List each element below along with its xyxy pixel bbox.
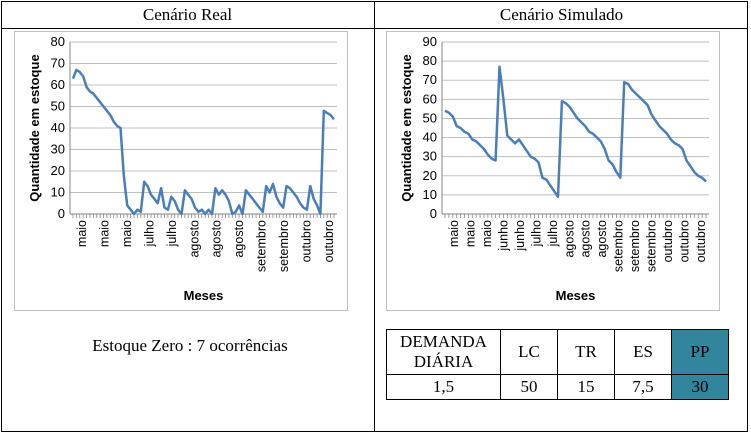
y-tick-label: 80: [423, 53, 437, 68]
series-line: [71, 68, 335, 216]
x-tick-label: outubro: [300, 220, 314, 262]
x-tick-label: julho: [529, 220, 543, 247]
value-es: 7,5: [614, 374, 672, 400]
x-tick-label: julho: [165, 220, 179, 247]
x-tick-label: setembro: [628, 220, 642, 272]
y-tick-label: 40: [51, 120, 65, 135]
x-axis-title: Meses: [556, 288, 596, 303]
y-tick-label: 60: [423, 91, 437, 106]
x-tick-label: agosto: [579, 220, 593, 258]
x-tick-label: outubro: [661, 220, 675, 262]
x-tick-label: julho: [546, 220, 560, 247]
left-title: Cenário Real: [142, 5, 233, 24]
x-tick-label: agosto: [210, 220, 224, 258]
x-tick-label: julho: [142, 220, 156, 247]
x-tick-label: junho: [496, 220, 510, 252]
y-tick-label: 70: [51, 56, 65, 71]
header-es: ES: [614, 329, 672, 375]
y-tick-label: 90: [423, 34, 437, 49]
x-tick-label: setembro: [612, 220, 626, 272]
y-tick-label: 60: [51, 77, 65, 92]
y-tick-label: 20: [423, 168, 437, 183]
column-divider: [374, 1, 375, 432]
x-tick-label: agosto: [595, 220, 609, 258]
x-tick-label: outubro: [322, 220, 336, 262]
x-tick-label: maio: [120, 220, 134, 247]
x-tick-label: outubro: [694, 220, 708, 262]
y-tick-label: 80: [51, 34, 65, 49]
x-tick-label: outubro: [678, 220, 692, 262]
x-tick-label: agosto: [232, 220, 246, 258]
y-tick-label: 50: [423, 110, 437, 125]
x-tick-label: agosto: [562, 220, 576, 258]
x-tick-label: maio: [463, 220, 477, 247]
x-tick-label: setembro: [277, 220, 291, 272]
y-tick-label: 20: [51, 163, 65, 178]
value-tr: 15: [557, 374, 615, 400]
parameters-header-row: DEMANDA DIÁRIA LC TR ES PP: [386, 329, 729, 375]
y-tick-label: 0: [58, 206, 65, 221]
x-axis-title: Meses: [184, 288, 224, 303]
y-tick-label: 10: [423, 187, 437, 202]
x-tick-label: maio: [480, 220, 494, 247]
x-tick-label: setembro: [255, 220, 269, 272]
series-line: [444, 65, 707, 199]
title-row-divider: [1, 28, 748, 29]
right-title: Cenário Simulado: [499, 5, 624, 24]
x-tick-label: setembro: [645, 220, 659, 272]
y-tick-label: 30: [423, 149, 437, 164]
x-tick-label: maio: [97, 220, 111, 247]
header-lc: LC: [500, 329, 558, 375]
y-tick-label: 50: [51, 99, 65, 114]
x-tick-label: agosto: [187, 220, 201, 258]
y-tick-label: 0: [430, 206, 437, 221]
x-tick-label: maio: [75, 220, 89, 247]
y-tick-label: 70: [423, 72, 437, 87]
parameters-value-row: 1,5 50 15 7,5 30: [386, 374, 729, 400]
y-tick-label: 40: [423, 130, 437, 145]
value-lc: 50: [500, 374, 558, 400]
x-tick-label: junho: [513, 220, 527, 252]
parameters-table: DEMANDA DIÁRIA LC TR ES PP 1,5 50 15 7,5…: [386, 329, 729, 400]
value-pp: 30: [671, 374, 729, 400]
y-tick-label: 10: [51, 185, 65, 200]
header-pp: PP: [671, 329, 729, 375]
y-tick-label: 30: [51, 142, 65, 157]
y-axis-title: Quantidade em estoque: [27, 54, 42, 201]
real-chart: 0 10 20 30 40 50 60 70 80 maio maio maio julho julho a…: [14, 31, 348, 311]
header-tr: TR: [557, 329, 615, 375]
zero-stock-note: Estoque Zero : 7 ocorrências: [92, 336, 288, 355]
simulated-chart: 0 10 20 30 40 50 60 70 80 90 maio maio maio junho junh…: [386, 31, 720, 311]
value-demanda-diaria: 1,5: [386, 374, 501, 400]
y-axis-title: Quantidade em estoque: [399, 54, 414, 201]
header-demanda-diaria: DEMANDA DIÁRIA: [386, 329, 501, 375]
x-tick-label: maio: [447, 220, 461, 247]
